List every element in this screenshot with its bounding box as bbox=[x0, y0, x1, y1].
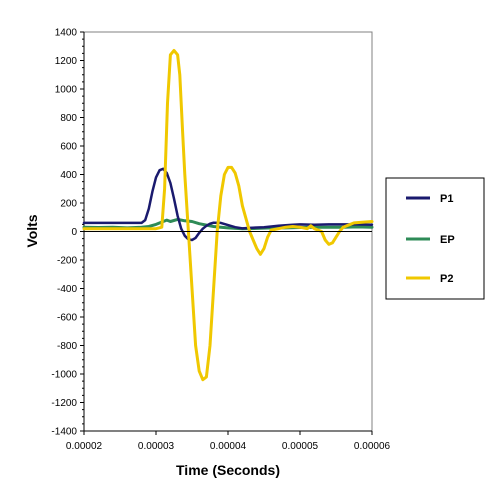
y-tick-label: 1200 bbox=[55, 56, 78, 67]
y-tick-label: 0 bbox=[71, 227, 77, 238]
series-p2-line bbox=[82, 49, 374, 382]
legend-label-p2: P2 bbox=[440, 273, 453, 285]
y-tick-label: -200 bbox=[57, 256, 77, 267]
x-axis: 0.00002 0.00003 0.00004 0.00005 0.00006 bbox=[66, 430, 391, 452]
y-axis: 1400 1200 1000 800 600 400 200 0 -200 -400 -600 -80… bbox=[51, 28, 85, 438]
x-axis-title: Time (Seconds) bbox=[176, 462, 280, 478]
x-tick-label: 0.00003 bbox=[138, 441, 175, 452]
x-tick-label: 0.00006 bbox=[354, 441, 391, 452]
series-p1-line bbox=[82, 167, 374, 242]
legend-box bbox=[385, 177, 485, 300]
y-tick-label: -1000 bbox=[51, 370, 77, 381]
legend-items: P1 EP P2 bbox=[406, 193, 455, 285]
y-tick-label: 200 bbox=[60, 199, 77, 210]
y-tick-label: -800 bbox=[57, 341, 77, 352]
legend: P1 EP P2 bbox=[385, 177, 485, 300]
y-axis-title: Volts bbox=[24, 214, 40, 247]
x-tick-label: 0.00002 bbox=[66, 441, 103, 452]
legend-label-ep: EP bbox=[440, 234, 455, 246]
y-tick-label: -400 bbox=[57, 284, 77, 295]
legend-label-p1: P1 bbox=[440, 193, 453, 205]
y-tick-label: 600 bbox=[60, 142, 77, 153]
x-tick-label: 0.00004 bbox=[210, 441, 247, 452]
x-tick-label: 0.00005 bbox=[282, 441, 319, 452]
y-tick-label: 1400 bbox=[55, 28, 78, 39]
y-tick-label: 800 bbox=[60, 113, 77, 124]
y-tick-label: 400 bbox=[60, 170, 77, 181]
y-tick-label: -600 bbox=[57, 313, 77, 324]
y-tick-label: -1200 bbox=[51, 398, 77, 409]
y-tick-label: 1000 bbox=[55, 85, 78, 96]
y-tick-label: -1400 bbox=[51, 427, 77, 438]
series-layer bbox=[82, 49, 374, 382]
